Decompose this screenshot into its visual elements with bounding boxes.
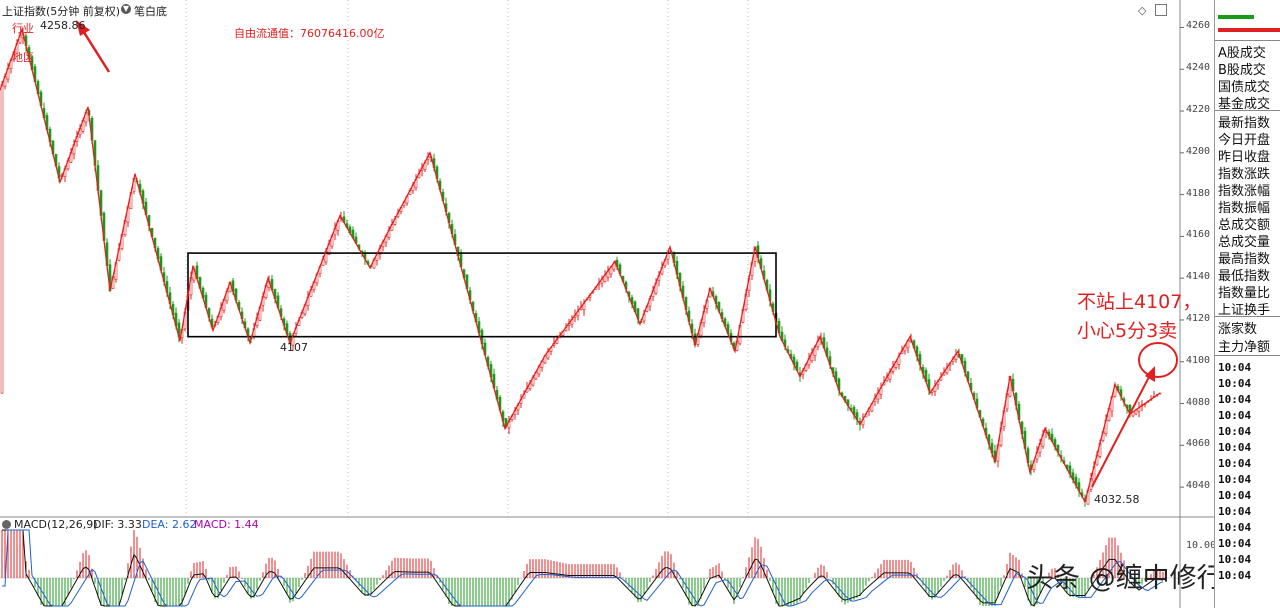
note-line1: 不站上4107，	[1077, 291, 1202, 313]
stroke-polyline	[0, 27, 1161, 504]
annotation-arrows	[76, 20, 1178, 488]
tag-region[interactable]: 地区	[12, 51, 34, 64]
sidebar-item[interactable]: 指数量比	[1218, 286, 1271, 301]
sidebar-separator	[1215, 110, 1280, 111]
sidebar-separator	[1215, 40, 1280, 41]
sidebar-time: 10:04	[1218, 505, 1252, 518]
macd-label: MACD(12,26,9)	[14, 518, 98, 531]
macd-dea: DEA: 2.62	[142, 518, 197, 531]
sidebar-item[interactable]: A股成交	[1218, 46, 1266, 61]
sidebar-item[interactable]: 指数涨跌	[1218, 167, 1271, 182]
note-line2: 小心5分3卖	[1077, 320, 1178, 342]
sidebar-separator	[1215, 316, 1280, 317]
tag-industry[interactable]: 行业	[12, 22, 34, 35]
red-bar-icon	[1218, 28, 1280, 32]
arrow-head-icon	[1145, 366, 1155, 382]
support-label: 4107	[280, 341, 308, 354]
diamond-icon[interactable]: ◇	[1138, 4, 1147, 17]
macd-axis-label: 10.00	[1186, 540, 1217, 551]
y-tick-label: 4180	[1186, 187, 1211, 199]
sidebar-item[interactable]: 涨家数	[1218, 322, 1258, 337]
sidebar-item[interactable]: 上证换手	[1218, 303, 1271, 318]
y-tick-label: 4160	[1186, 229, 1211, 241]
sidebar-time: 10:04	[1218, 569, 1252, 582]
sidebar-item[interactable]: 指数涨幅	[1218, 184, 1271, 199]
y-tick-label: 4220	[1186, 104, 1211, 116]
sidebar-time: 10:04	[1218, 441, 1252, 454]
window-icon[interactable]	[1155, 4, 1167, 16]
sidebar-item[interactable]: 总成交额	[1218, 218, 1271, 233]
y-tick-label: 4260	[1186, 20, 1211, 32]
candles	[0, 27, 1162, 507]
sidebar-item[interactable]: 今日开盘	[1218, 133, 1271, 148]
candle-body	[0, 84, 4, 394]
y-tick-label: 4140	[1186, 271, 1211, 283]
dif-line	[2, 529, 1164, 607]
sidebar-time: 10:04	[1218, 393, 1252, 406]
sidebar-item[interactable]: 最新指数	[1218, 116, 1271, 131]
y-tick-label: 4100	[1186, 354, 1211, 366]
sidebar-item[interactable]: 总成交量	[1218, 235, 1271, 250]
sidebar-time: 10:04	[1218, 553, 1252, 566]
y-tick-label: 4040	[1186, 480, 1211, 492]
sidebar-item[interactable]: 基金成交	[1218, 97, 1271, 112]
y-tick-label: 4120	[1186, 312, 1211, 324]
quote-sidebar: A股成交 B股成交国债成交基金成交最新指数今日开盘昨日收盘指数涨跌指数涨幅指数振幅…	[1214, 0, 1280, 608]
watermark: 头条 @缠中修行	[1026, 563, 1224, 594]
stroke-line	[0, 27, 1161, 504]
highlight-circle	[1138, 342, 1178, 378]
sidebar-item[interactable]: 主力净额	[1218, 340, 1271, 355]
sidebar-item[interactable]: 最低指数	[1218, 269, 1271, 284]
y-tick-label: 4080	[1186, 396, 1211, 408]
sidebar-time: 10:04	[1218, 409, 1252, 422]
macd-value: MACD: 1.44	[194, 518, 259, 531]
macd-panel	[0, 529, 1180, 607]
sidebar-item[interactable]: 国债成交	[1218, 80, 1271, 95]
sidebar-time: 10:04	[1218, 457, 1252, 470]
sidebar-item[interactable]: 指数振幅	[1218, 201, 1271, 216]
macd-settings-icon[interactable]	[2, 520, 11, 529]
sidebar-time: 10:04	[1218, 473, 1252, 486]
grid	[0, 0, 1214, 608]
macd-dif: DIF: 3.33	[93, 518, 142, 531]
low-label: 4032.58	[1094, 493, 1140, 506]
y-tick-label: 4240	[1186, 62, 1211, 74]
float-value: 自由流通值：76076416.00亿	[234, 27, 385, 40]
sidebar-time: 10:04	[1218, 537, 1252, 550]
arrow-head-icon	[76, 20, 90, 36]
sidebar-time: 10:04	[1218, 377, 1252, 390]
sidebar-item[interactable]: B股成交	[1218, 63, 1266, 78]
sidebar-time: 10:04	[1218, 425, 1252, 438]
chart-title: 上证指数(5分钟 前复权)	[2, 5, 121, 18]
settings-icon[interactable]: ▼	[121, 4, 131, 14]
indicator-name[interactable]: 笔白底	[134, 5, 167, 18]
price-label: 4258.86	[40, 19, 86, 32]
arrow-shaft	[1091, 374, 1151, 488]
sidebar-item[interactable]: 昨日收盘	[1218, 150, 1271, 165]
y-tick-label: 4060	[1186, 438, 1211, 450]
arrow-shaft	[78, 25, 111, 73]
y-tick-label: 4200	[1186, 145, 1211, 157]
sidebar-time: 10:04	[1218, 489, 1252, 502]
sidebar-item[interactable]: 最高指数	[1218, 252, 1271, 267]
green-bar-icon	[1218, 15, 1254, 19]
sidebar-time: 10:04	[1218, 361, 1252, 374]
sidebar-separator	[1215, 355, 1280, 356]
sidebar-time: 10:04	[1218, 521, 1252, 534]
dea-line	[2, 529, 1164, 607]
